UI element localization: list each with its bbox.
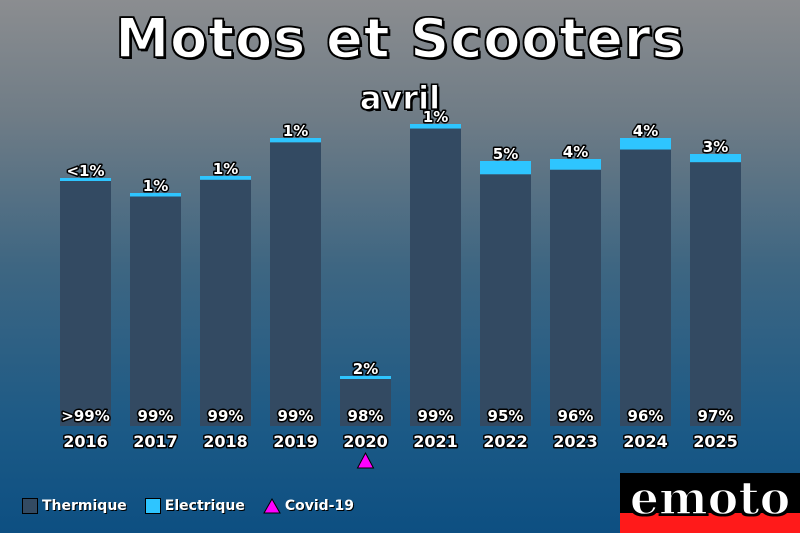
label-electrique-2019: 1% <box>283 122 308 140</box>
legend: Thermique Electrique Covid-19 <box>22 495 362 517</box>
legend-item-covid: Covid-19 <box>262 498 354 514</box>
label-thermique-2025: 97% <box>698 407 734 425</box>
tick-label-2017: 2017 <box>133 432 178 451</box>
bar-thermique-2018 <box>200 179 251 426</box>
label-thermique-2018: 99% <box>208 407 244 425</box>
label-thermique-2023: 96% <box>558 407 594 425</box>
label-thermique-2016: >99% <box>61 407 109 425</box>
label-thermique-2022: 95% <box>488 407 524 425</box>
bar-thermique-2023 <box>550 169 601 426</box>
bar-electrique-2025 <box>690 154 741 163</box>
tick-label-2021: 2021 <box>413 432 458 451</box>
bar-thermique-2022 <box>480 174 531 426</box>
label-thermique-2019: 99% <box>278 407 314 425</box>
bar-electrique-2016 <box>60 178 111 181</box>
label-electrique-2025: 3% <box>703 138 728 156</box>
bar-electrique-2021 <box>410 124 461 129</box>
label-thermique-2020: 98% <box>348 407 384 425</box>
bar-electrique-2017 <box>130 193 181 197</box>
bar-electrique-2020 <box>340 376 391 379</box>
bar-electrique-2024 <box>620 138 671 150</box>
chart-subtitle: avril <box>359 79 441 118</box>
bar-thermique-2021 <box>410 128 461 426</box>
tick-label-2019: 2019 <box>273 432 318 451</box>
label-electrique-2017: 1% <box>143 177 168 195</box>
annotation-covid-2020 <box>356 451 375 469</box>
bar-thermique-2016 <box>60 181 111 426</box>
label-electrique-2016: <1% <box>66 162 104 180</box>
tick-label-2025: 2025 <box>693 432 738 451</box>
bar-thermique-2025 <box>690 162 741 426</box>
covid-triangle-icon <box>262 498 281 514</box>
logo-text: emoto <box>629 473 791 525</box>
legend-label-electrique: Electrique <box>164 498 245 514</box>
tick-label-2018: 2018 <box>203 432 248 451</box>
legend-item-electrique: Electrique <box>144 498 245 514</box>
chart-title: Motos et Scooters <box>115 6 685 71</box>
bar-electrique-2019 <box>270 138 321 143</box>
legend-item-thermique: Thermique <box>22 498 127 514</box>
label-electrique-2023: 4% <box>563 143 588 161</box>
label-electrique-2021: 1% <box>423 108 448 126</box>
tick-label-2020: 2020 <box>343 432 388 451</box>
bar-electrique-2023 <box>550 159 601 170</box>
label-electrique-2020: 2% <box>353 360 378 378</box>
bar-thermique-2024 <box>620 149 671 426</box>
bar-thermique-2020 <box>340 379 391 426</box>
label-thermique-2021: 99% <box>418 407 454 425</box>
label-thermique-2017: 99% <box>138 407 174 425</box>
tick-label-2022: 2022 <box>483 432 528 451</box>
label-electrique-2018: 1% <box>213 160 238 178</box>
bar-thermique-2017 <box>130 196 181 426</box>
tick-label-2023: 2023 <box>553 432 598 451</box>
label-electrique-2024: 4% <box>633 122 658 140</box>
legend-swatch-electrique <box>144 498 161 514</box>
legend-label-covid: Covid-19 <box>284 498 354 514</box>
tick-label-2024: 2024 <box>623 432 668 451</box>
emoto-logo: emoto <box>620 473 800 533</box>
legend-swatch-thermique <box>22 498 38 514</box>
legend-label-thermique: Thermique <box>42 498 127 514</box>
label-electrique-2022: 5% <box>493 145 518 163</box>
tick-label-2016: 2016 <box>63 432 108 451</box>
bar-thermique-2019 <box>270 142 321 426</box>
label-thermique-2024: 96% <box>628 407 664 425</box>
bar-electrique-2022 <box>480 161 531 175</box>
bar-electrique-2018 <box>200 176 251 180</box>
